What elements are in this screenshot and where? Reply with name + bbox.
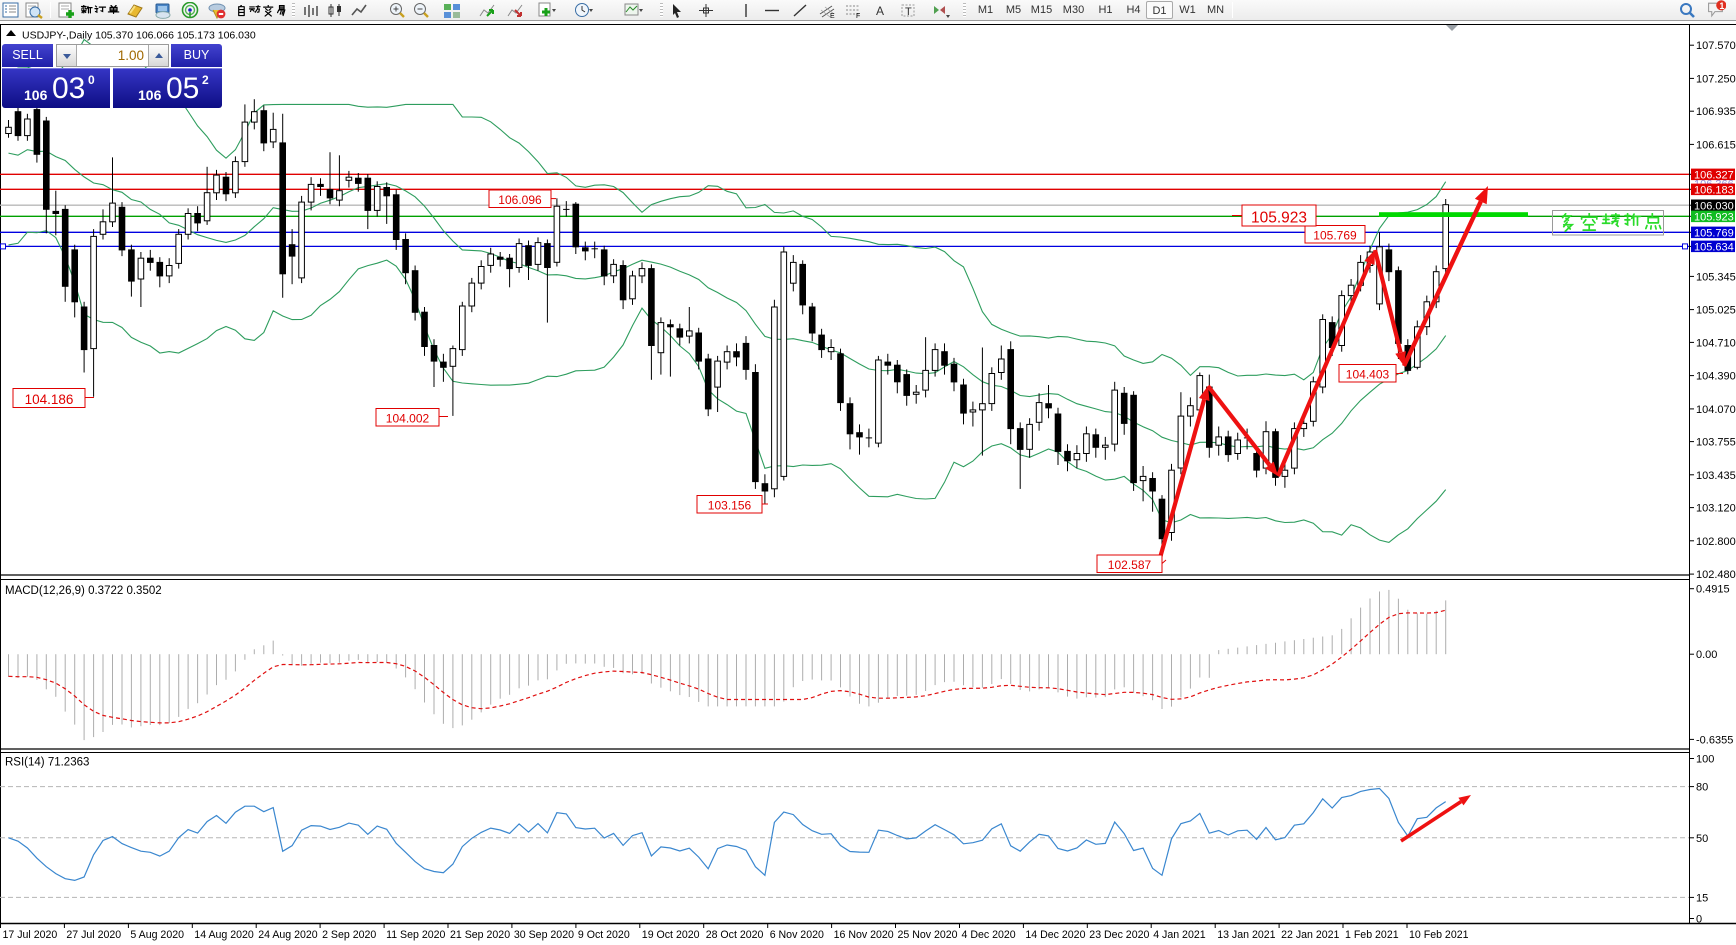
svg-text:104.002: 104.002: [386, 412, 430, 426]
svg-text:F: F: [856, 13, 860, 19]
svg-text:0.4915: 0.4915: [1696, 584, 1730, 596]
svg-text:105.769: 105.769: [1313, 229, 1357, 243]
svg-text:USDJPY-,Daily 105.370 106.066: USDJPY-,Daily 105.370 106.066 105.173 10…: [22, 30, 256, 42]
svg-text:1: 1: [1719, 1, 1724, 11]
svg-text:10 Feb 2021: 10 Feb 2021: [1409, 929, 1469, 941]
svg-text:106.615: 106.615: [1696, 139, 1736, 151]
svg-text:11 Sep 2020: 11 Sep 2020: [386, 929, 445, 941]
svg-text:T: T: [905, 6, 912, 18]
svg-text:106.183: 106.183: [1694, 185, 1734, 197]
svg-text:104.186: 104.186: [25, 392, 74, 407]
svg-text:23 Dec 2020: 23 Dec 2020: [1089, 929, 1149, 941]
svg-text:105.769: 105.769: [1694, 228, 1734, 240]
svg-text:27 Jul 2020: 27 Jul 2020: [66, 929, 121, 941]
svg-text:106.030: 106.030: [1694, 200, 1734, 212]
svg-text:0: 0: [1696, 914, 1702, 926]
svg-text:22 Jan 2021: 22 Jan 2021: [1281, 929, 1339, 941]
svg-text:E: E: [830, 13, 835, 19]
svg-text:100: 100: [1696, 754, 1714, 766]
svg-text:103.120: 103.120: [1696, 503, 1736, 515]
svg-text:A: A: [876, 4, 884, 18]
svg-text:103.156: 103.156: [708, 499, 752, 513]
svg-text:50: 50: [1696, 833, 1708, 845]
svg-text:4 Dec 2020: 4 Dec 2020: [962, 929, 1016, 941]
svg-text:25 Nov 2020: 25 Nov 2020: [898, 929, 958, 941]
svg-text:102.587: 102.587: [1108, 558, 1152, 572]
svg-text:106.327: 106.327: [1694, 170, 1734, 182]
svg-text:13 Jan 2021: 13 Jan 2021: [1217, 929, 1275, 941]
svg-text:-0.6355: -0.6355: [1696, 734, 1733, 746]
svg-text:RSI(14) 71.2363: RSI(14) 71.2363: [5, 757, 89, 769]
svg-text:4 Jan 2021: 4 Jan 2021: [1153, 929, 1206, 941]
svg-text:102.800: 102.800: [1696, 536, 1736, 548]
svg-text:106.096: 106.096: [498, 193, 542, 207]
svg-text:30 Sep 2020: 30 Sep 2020: [514, 929, 574, 941]
svg-text:9 Oct 2020: 9 Oct 2020: [578, 929, 630, 941]
svg-text:102.480: 102.480: [1696, 569, 1736, 581]
svg-text:14 Dec 2020: 14 Dec 2020: [1025, 929, 1085, 941]
svg-text:107.250: 107.250: [1696, 73, 1736, 85]
svg-text:104.390: 104.390: [1696, 371, 1736, 383]
svg-text:24 Aug 2020: 24 Aug 2020: [258, 929, 318, 941]
svg-text:5 Aug 2020: 5 Aug 2020: [130, 929, 184, 941]
svg-text:17 Jul 2020: 17 Jul 2020: [3, 929, 58, 941]
svg-text:28 Oct 2020: 28 Oct 2020: [706, 929, 764, 941]
svg-text:19 Oct 2020: 19 Oct 2020: [642, 929, 700, 941]
svg-text:105.923: 105.923: [1251, 210, 1307, 227]
svg-text:103.435: 103.435: [1696, 470, 1736, 482]
svg-text:103.755: 103.755: [1696, 437, 1736, 449]
svg-text:21 Sep 2020: 21 Sep 2020: [450, 929, 510, 941]
svg-text:104.710: 104.710: [1696, 337, 1736, 349]
svg-text:14 Aug 2020: 14 Aug 2020: [194, 929, 254, 941]
svg-text:105.634: 105.634: [1694, 242, 1734, 254]
svg-text:80: 80: [1696, 782, 1708, 794]
svg-text:107.570: 107.570: [1696, 40, 1736, 52]
svg-text:106.935: 106.935: [1696, 106, 1736, 118]
svg-text:1 Feb 2021: 1 Feb 2021: [1345, 929, 1399, 941]
svg-text:105.345: 105.345: [1696, 271, 1736, 283]
svg-text:16 Nov 2020: 16 Nov 2020: [834, 929, 894, 941]
svg-text:104.403: 104.403: [1346, 368, 1390, 382]
svg-text:2 Sep 2020: 2 Sep 2020: [322, 929, 376, 941]
svg-text:104.070: 104.070: [1696, 404, 1736, 416]
svg-text:6 Nov 2020: 6 Nov 2020: [770, 929, 824, 941]
svg-text:15: 15: [1696, 892, 1708, 904]
svg-text:105.025: 105.025: [1696, 305, 1736, 317]
svg-text:MACD(12,26,9) 0.3722 0.3502: MACD(12,26,9) 0.3722 0.3502: [5, 585, 162, 597]
svg-text:105.923: 105.923: [1694, 212, 1734, 224]
svg-text:0.00: 0.00: [1696, 649, 1717, 661]
